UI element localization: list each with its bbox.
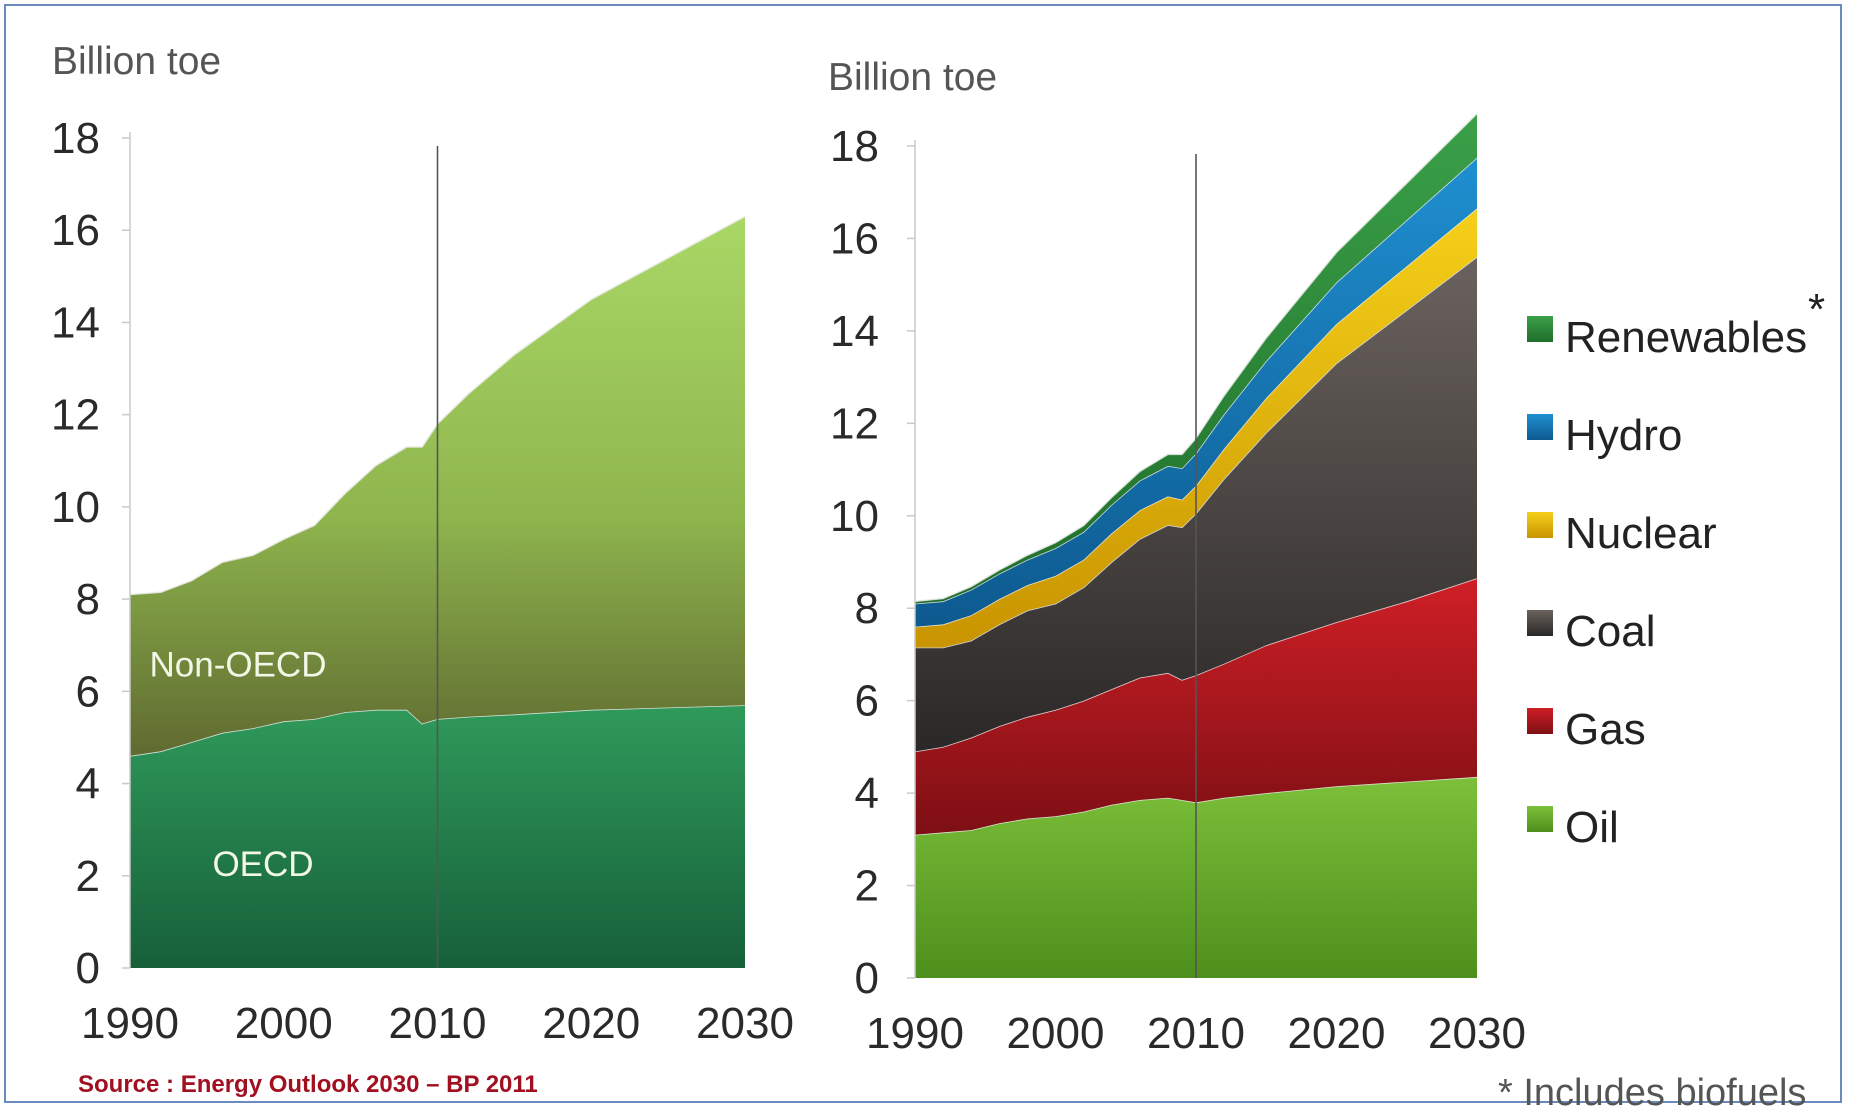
- x-tick-label: 2020: [542, 999, 640, 1048]
- y-tick-label: 0: [76, 944, 100, 993]
- y-tick-label: 8: [855, 584, 879, 633]
- area-coal: [915, 256, 1477, 752]
- x-tick-label: 2000: [1007, 1009, 1105, 1058]
- x-tick-label: 2030: [696, 999, 794, 1048]
- y-tick-label: 16: [830, 214, 879, 263]
- y-tick-label: 6: [855, 677, 879, 726]
- legend-label-nuclear: Nuclear: [1565, 509, 1717, 558]
- legend-label-gas: Gas: [1565, 705, 1646, 754]
- y-tick-label: 10: [51, 483, 100, 532]
- legend-label-coal: Coal: [1565, 607, 1656, 656]
- legend-swatch-coal: [1527, 610, 1553, 636]
- x-tick-label: 2030: [1428, 1009, 1526, 1058]
- y-tick-label: 0: [855, 954, 879, 1003]
- x-tick-label: 2020: [1288, 1009, 1386, 1058]
- right-chart-legend: Renewables* Hydro Nuclear Coal Gas Oil: [1527, 285, 1825, 852]
- edge-non-oecd: [129, 215, 746, 596]
- y-tick-label: 14: [51, 298, 100, 347]
- x-tick-label: 2010: [389, 999, 487, 1048]
- y-tick-label: 2: [855, 862, 879, 911]
- legend-swatch-hydro: [1527, 414, 1553, 440]
- legend-label-oil: Oil: [1565, 803, 1619, 852]
- legend-label-hydro: Hydro: [1565, 411, 1682, 460]
- y-axis-unit-label: Billion toe: [828, 56, 997, 99]
- x-tick-label: 1990: [866, 1009, 964, 1058]
- area-label-oecd: OECD: [212, 845, 313, 884]
- y-tick-label: 14: [830, 307, 879, 356]
- y-tick-label: 16: [51, 206, 100, 255]
- y-tick-label: 18: [51, 114, 100, 163]
- x-tick-label: 2000: [235, 999, 333, 1048]
- y-axis-unit-label: Billion toe: [52, 40, 221, 83]
- area-label-non-oecd: Non-OECD: [150, 645, 327, 684]
- x-tick-label: 2010: [1147, 1009, 1245, 1058]
- right-chart-fuel-split: 0 2 4 6 8 10 12 14 16 18 1990 2000 2010 2020 2030 Billi…: [828, 56, 1526, 1058]
- legend-swatch-renewables: [1527, 316, 1553, 342]
- y-tick-label: 8: [76, 575, 100, 624]
- x-tick-label: 1990: [81, 999, 179, 1048]
- legend-label-renewables: Renewables: [1565, 313, 1807, 362]
- y-tick-label: 4: [855, 769, 879, 818]
- legend-swatch-nuclear: [1527, 512, 1553, 538]
- legend-asterisk: *: [1808, 285, 1825, 334]
- edge-renewables: [914, 113, 1478, 603]
- legend-swatch-gas: [1527, 708, 1553, 734]
- y-tick-label: 2: [76, 852, 100, 901]
- y-tick-label: 18: [830, 122, 879, 171]
- left-chart-oecd-split: 0 2 4 6 8 10 12 14 16 18 1990 2000 2010 2020 2030 Billi…: [51, 40, 794, 1048]
- biofuels-footnote: * Includes biofuels: [1498, 1072, 1806, 1109]
- y-tick-label: 10: [830, 492, 879, 541]
- source-note: Source : Energy Outlook 2030 – BP 2011: [78, 1071, 538, 1098]
- y-tick-label: 12: [830, 399, 879, 448]
- y-tick-label: 4: [76, 760, 100, 809]
- y-tick-label: 12: [51, 391, 100, 440]
- legend-swatch-oil: [1527, 806, 1553, 832]
- y-tick-label: 6: [76, 667, 100, 716]
